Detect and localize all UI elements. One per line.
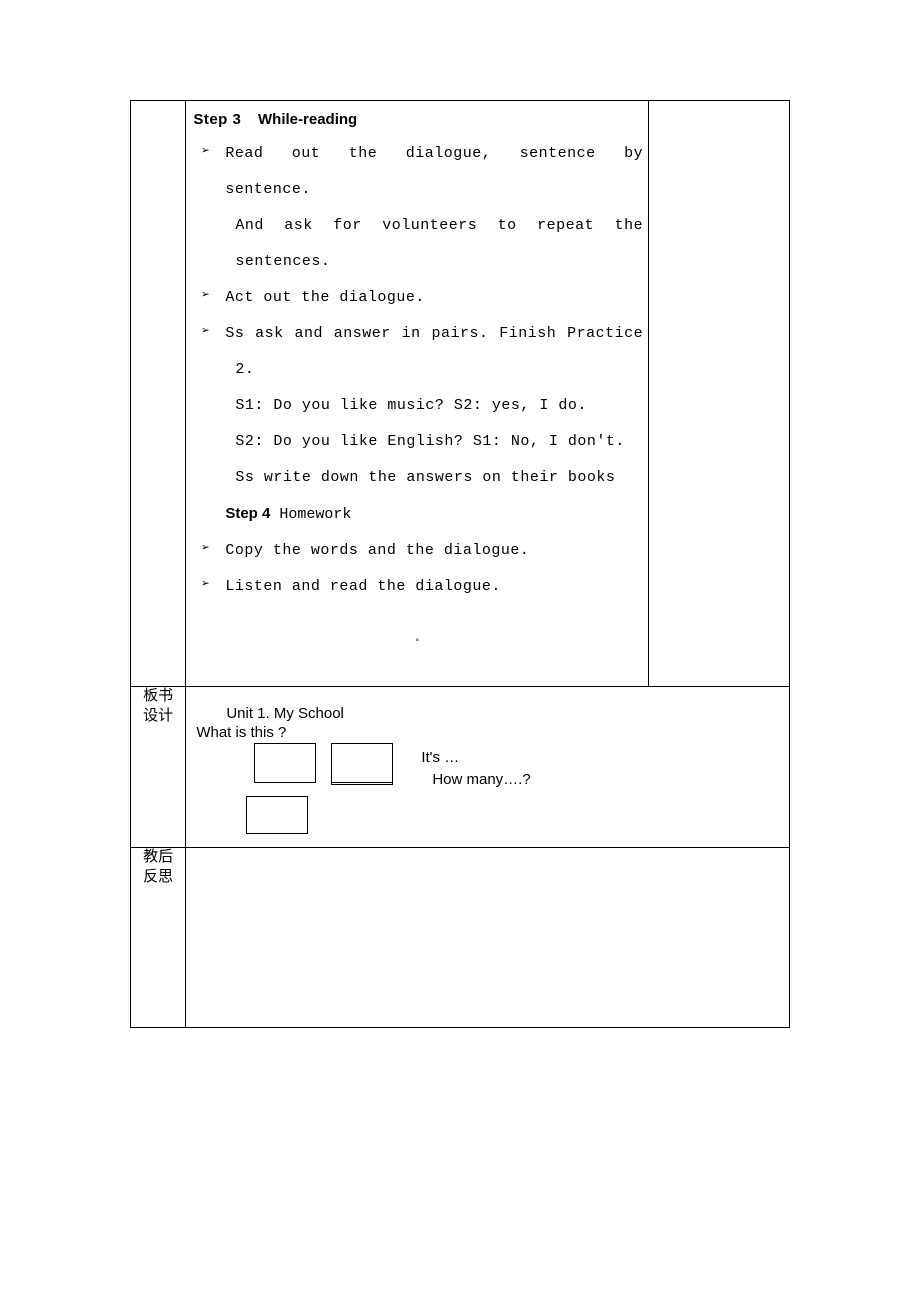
- reflection-row: 教后 反思: [131, 848, 790, 1028]
- bullet-item: Ss ask and answer in pairs. Finish Pract…: [201, 316, 643, 352]
- bullet-continuation: S2: Do you like English? S1: No, I don't…: [201, 424, 643, 460]
- center-marker: ▪: [191, 635, 643, 646]
- box-2-shadow: [331, 780, 393, 785]
- boxes-container: It's … How many….?: [196, 741, 779, 831]
- question-text: What is this ?: [196, 724, 779, 741]
- bullet-item: Act out the dialogue.: [201, 280, 643, 316]
- board-design-row: 板书 设计 Unit 1. My School What is this ? I…: [131, 687, 790, 848]
- step4-heading: Step 4 Homework: [191, 496, 643, 533]
- box-1: [254, 743, 316, 783]
- reflection-label-1: 教后: [131, 848, 185, 868]
- bullet-continuation: Ss write down the answers on their books: [201, 460, 643, 496]
- step4-list: Copy the words and the dialogue.Listen a…: [191, 533, 643, 605]
- reflection-content-cell: [186, 848, 790, 1028]
- unit-title: Unit 1. My School: [196, 705, 779, 722]
- board-design-content-cell: Unit 1. My School What is this ? It's … …: [186, 687, 790, 848]
- step3-heading: Step 3 While-reading: [191, 111, 643, 128]
- bullet-continuation: 2.: [201, 352, 643, 388]
- bullet-continuation: And ask for volunteers to repeat the: [201, 208, 643, 244]
- procedure-row: Step 3 While-reading Read out the dialog…: [131, 101, 790, 687]
- reflection-label-cell: 教后 反思: [131, 848, 186, 1028]
- step4-title: Homework: [270, 506, 351, 523]
- reflection-label-2: 反思: [131, 868, 185, 888]
- lesson-plan-table: Step 3 While-reading Read out the dialog…: [130, 100, 790, 1028]
- board-design-label-2: 设计: [131, 707, 185, 727]
- box-2: [331, 743, 393, 783]
- its-text: It's …: [421, 749, 459, 766]
- step3-label: Step 3: [193, 111, 241, 128]
- procedure-label-cell: [131, 101, 186, 687]
- procedure-right-cell: [649, 101, 790, 687]
- step3-title: While-reading: [258, 111, 357, 128]
- bullet-item: Copy the words and the dialogue.: [201, 533, 643, 569]
- step4-label: Step 4: [225, 505, 270, 522]
- step3-list: Read out the dialogue, sentence by sente…: [191, 136, 643, 496]
- bullet-item: Read out the dialogue, sentence by sente…: [201, 136, 643, 208]
- howmany-text: How many….?: [432, 771, 530, 788]
- bullet-continuation: sentences.: [201, 244, 643, 280]
- bullet-item: Listen and read the dialogue.: [201, 569, 643, 605]
- board-design-label-1: 板书: [131, 687, 185, 707]
- procedure-content-cell: Step 3 While-reading Read out the dialog…: [186, 101, 649, 687]
- board-design-label-cell: 板书 设计: [131, 687, 186, 848]
- box-3: [246, 796, 308, 834]
- bullet-continuation: S1: Do you like music? S2: yes, I do.: [201, 388, 643, 424]
